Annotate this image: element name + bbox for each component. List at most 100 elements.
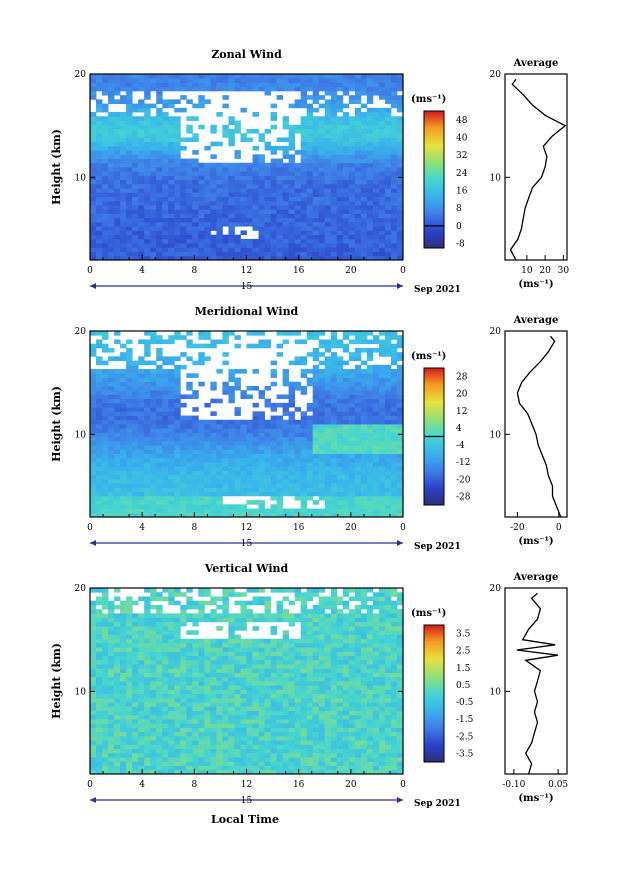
heatmap-cell [264, 162, 271, 168]
heatmap-cell [210, 600, 217, 606]
heatmap-cell [186, 221, 193, 227]
heatmap-cell [192, 432, 199, 438]
heatmap-cell [372, 133, 380, 138]
heatmap-cell [222, 596, 229, 602]
heatmap-cell [108, 402, 115, 408]
heatmap-cell [234, 424, 241, 429]
heatmap-cell [132, 685, 139, 690]
heatmap-cell [318, 255, 326, 261]
x-tick-label: 20 [345, 266, 357, 276]
heatmap-cell [234, 171, 241, 176]
heatmap-cell [282, 234, 290, 240]
heatmap-cell [324, 436, 332, 442]
heatmap-cell [156, 183, 163, 189]
heatmap-cell [336, 99, 344, 104]
heatmap-cell [390, 217, 398, 223]
heatmap-cell [198, 167, 205, 172]
heatmap-cell [246, 681, 253, 686]
heatmap-cell [90, 470, 97, 476]
heatmap-cell [354, 432, 362, 438]
heatmap-cell [330, 230, 338, 236]
heatmap-cell [234, 613, 241, 618]
heatmap-cell [348, 424, 356, 429]
heatmap-cell [162, 394, 169, 400]
heatmap-cell [138, 512, 145, 518]
heatmap-cell [144, 500, 151, 505]
heatmap-cell [342, 381, 350, 387]
heatmap-cell [108, 112, 115, 117]
heatmap-cell [360, 402, 368, 408]
heatmap-cell [306, 407, 314, 412]
heatmap-cell [210, 226, 217, 231]
heatmap-cell [324, 226, 332, 231]
heatmap-cell [150, 424, 157, 429]
heatmap-cell [144, 226, 151, 231]
heatmap-cell [156, 398, 163, 404]
heatmap-cell [114, 339, 121, 345]
heatmap-cell [396, 230, 404, 236]
heatmap-cell [246, 487, 253, 493]
date-bar-arrow-left [90, 283, 96, 289]
heatmap-cell [138, 116, 145, 121]
heatmap-cell [360, 137, 368, 143]
heatmap-cell [180, 230, 187, 236]
heatmap-cell [228, 765, 235, 771]
heatmap-cell [318, 200, 326, 206]
heatmap-cell [384, 137, 392, 143]
heatmap-cell [384, 116, 392, 121]
heatmap-cell [390, 352, 398, 357]
heatmap-cell [156, 339, 163, 345]
heatmap-cell [372, 407, 380, 412]
heatmap-cell [318, 141, 326, 147]
heatmap-cell [276, 331, 284, 336]
heatmap-cell [138, 689, 145, 695]
heatmap-cell [222, 221, 229, 227]
heatmap-cell [366, 251, 374, 257]
heatmap-cell [174, 205, 181, 210]
heatmap-cell [174, 226, 181, 231]
heatmap-cell [198, 512, 205, 518]
heatmap-cell [126, 495, 133, 501]
heatmap-cell [390, 373, 398, 378]
heatmap-cell [270, 373, 277, 378]
heatmap-cell [372, 238, 380, 244]
heatmap-cell [114, 672, 121, 678]
heatmap-cell [120, 226, 127, 231]
heatmap-cell [300, 247, 308, 252]
heatmap-cell [114, 676, 121, 682]
heatmap-cell [132, 757, 139, 762]
heatmap-cell [150, 655, 157, 661]
heatmap-cell [222, 238, 229, 244]
colorbar-unit: (ms⁻¹) [411, 94, 446, 105]
heatmap-cell [300, 508, 308, 514]
heatmap-cell [390, 369, 398, 374]
heatmap-cell [114, 369, 121, 374]
heatmap-cell [186, 466, 193, 471]
heatmap-cell [396, 226, 404, 231]
heatmap-cell [294, 331, 302, 336]
heatmap-cell [282, 470, 290, 476]
heatmap-cell [138, 247, 145, 252]
heatmap-cell [222, 339, 229, 345]
heatmap-cell [312, 500, 320, 505]
heatmap-cell [162, 154, 169, 159]
heatmap-cell [294, 339, 302, 345]
heatmap-cell [120, 196, 127, 202]
heatmap-cell [96, 651, 103, 657]
heatmap-cell [396, 373, 404, 378]
heatmap-cell [198, 103, 205, 109]
heatmap-cell [120, 440, 127, 446]
heatmap-cell [180, 706, 187, 711]
heatmap-cell [174, 462, 181, 467]
heatmap-cell [222, 424, 229, 429]
heatmap-cell [162, 162, 169, 168]
heatmap-cell [258, 457, 265, 463]
heatmap-cell [168, 247, 175, 252]
heatmap-cell [210, 668, 217, 673]
heatmap-cell [186, 394, 193, 400]
heatmap-cell [240, 483, 247, 488]
heatmap-cell [324, 495, 332, 501]
heatmap-cell [144, 90, 151, 96]
heatmap-cell [258, 331, 265, 336]
heatmap-cell [108, 192, 115, 197]
